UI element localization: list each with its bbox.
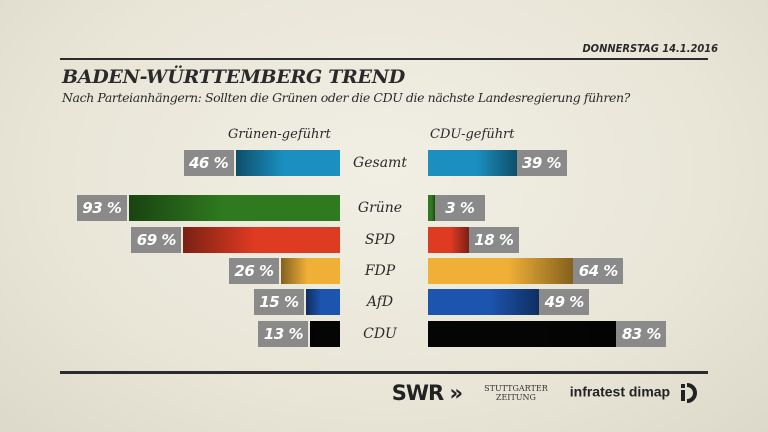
legend-right: CDU-geführt	[430, 127, 515, 142]
bar-gruenen-5	[310, 321, 340, 347]
bar-cdu-2	[428, 227, 469, 253]
value-label: 69 %	[131, 227, 182, 253]
value-label: 3 %	[434, 195, 485, 221]
stz-line1: STUTTGARTER	[484, 384, 548, 393]
category-label: AfD	[366, 294, 394, 310]
infratest-text: infratest dimap	[569, 383, 671, 400]
category-label: CDU	[363, 326, 397, 342]
category-label: FDP	[364, 263, 396, 279]
infratest-icon	[681, 383, 697, 403]
value-label: 46 %	[183, 150, 234, 176]
bar-gruenen-4	[305, 289, 340, 315]
bottom-rule	[60, 371, 708, 374]
logos: SWR » STUTTGARTER ZEITUNG infratest dimap	[392, 381, 698, 405]
bar-cdu-1	[428, 195, 435, 221]
top-rule	[60, 58, 708, 60]
value-label: 93 %	[76, 195, 127, 221]
category-label: Grüne	[357, 200, 403, 216]
swr-text: SWR	[391, 381, 444, 405]
bar-gruenen-1	[128, 195, 340, 221]
chart-title: BADEN-WÜRTTEMBERG TREND	[62, 66, 405, 88]
value-label: 15 %	[253, 289, 304, 315]
value-label: 83 %	[616, 321, 667, 347]
bar-gruenen-0	[235, 150, 340, 176]
value-label: 26 %	[228, 258, 279, 284]
bar-cdu-0	[428, 150, 517, 176]
bar-cdu-3	[428, 258, 574, 284]
bar-cdu-4	[428, 289, 540, 315]
stz-line2: ZEITUNG	[495, 393, 536, 402]
value-label: 13 %	[258, 321, 309, 347]
bar-gruenen-3	[280, 258, 340, 284]
category-label: SPD	[364, 232, 396, 248]
legend-left: Grünen-geführt	[228, 127, 331, 142]
category-label: Gesamt	[353, 155, 407, 171]
bar-gruenen-2	[183, 227, 340, 253]
value-label: 18 %	[468, 227, 519, 253]
infratest-dimap-logo: infratest dimap	[570, 383, 698, 403]
stuttgarter-zeitung-logo: STUTTGARTER ZEITUNG	[484, 384, 548, 402]
double-chevron-right-icon: »	[443, 381, 464, 405]
chart-subtitle: Nach Parteianhängern: Sollten die Grünen…	[62, 90, 630, 105]
bar-cdu-5	[428, 321, 617, 347]
date: DONNERSTAG 14.1.2016	[582, 42, 718, 55]
value-label: 39 %	[516, 150, 567, 176]
swr-logo: SWR »	[391, 381, 464, 405]
value-label: 49 %	[539, 289, 590, 315]
value-label: 64 %	[573, 258, 624, 284]
